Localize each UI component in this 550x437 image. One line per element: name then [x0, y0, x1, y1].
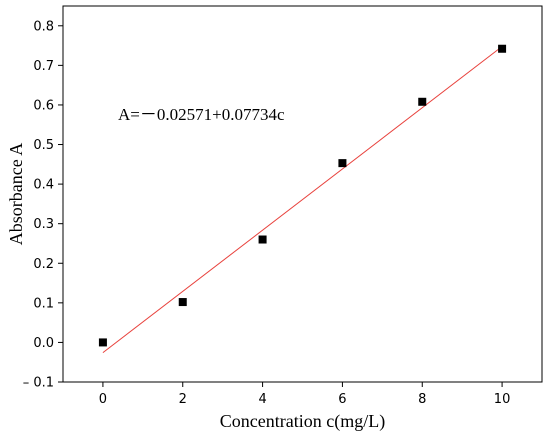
x-tick-label: 2	[179, 392, 187, 407]
data-point	[258, 235, 267, 244]
y-tick-label: 0.8	[33, 19, 54, 34]
data-point	[338, 159, 347, 168]
data-points	[98, 44, 507, 347]
data-point	[418, 97, 427, 106]
y-tick-label: 0.1	[33, 296, 54, 311]
y-axis-ticks: – 0.1 0.0 0.1 0.2 0.3 0.4 0.5 0.6 0.7 0.8	[23, 19, 63, 391]
data-point	[178, 298, 187, 307]
y-tick-label: 0.3	[33, 217, 54, 232]
y-tick-label: – 0.1	[23, 376, 54, 391]
y-tick-label: 0.5	[33, 138, 54, 153]
y-tick-label: 0.6	[33, 98, 54, 113]
data-point	[498, 44, 507, 53]
data-point	[98, 338, 107, 347]
x-tick-label: 6	[338, 392, 346, 407]
x-tick-label: 8	[418, 392, 426, 407]
y-tick-label: 0.0	[33, 336, 54, 351]
y-axis-title: Absorbance A	[6, 143, 26, 245]
fit-line	[102, 46, 503, 353]
fit-equation: A=－0.02571+0.07734c	[118, 105, 285, 124]
y-tick-label: 0.2	[33, 257, 54, 272]
x-tick-label: 4	[258, 392, 266, 407]
x-axis-ticks: 0 2 4 6 8 10	[99, 382, 511, 407]
y-tick-label: 0.4	[33, 178, 54, 193]
plot-frame	[62, 5, 543, 383]
y-tick-label: 0.7	[33, 59, 54, 74]
x-axis-title: Concentration c(mg/L)	[220, 411, 385, 432]
x-tick-label: 0	[99, 392, 107, 407]
x-tick-label: 10	[494, 392, 511, 407]
